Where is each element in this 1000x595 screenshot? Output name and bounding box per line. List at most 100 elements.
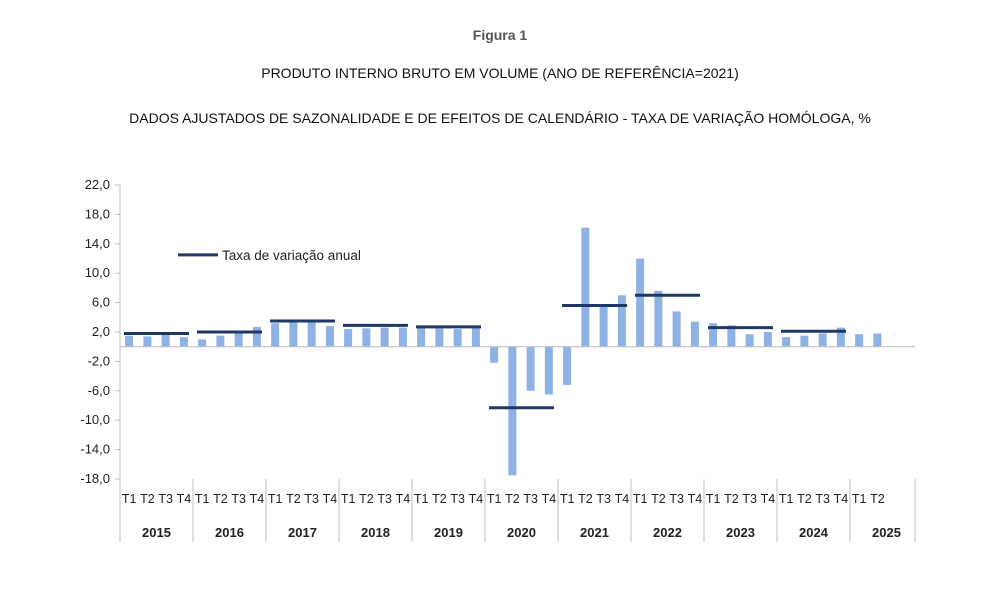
year-label-2024: 2024 bbox=[799, 525, 829, 540]
bar-2022-T4 bbox=[690, 321, 699, 347]
quarter-label-2015-T2: T2 bbox=[140, 492, 155, 506]
quarter-label-2022-T1: T1 bbox=[633, 492, 648, 506]
quarter-label-2016-T3: T3 bbox=[231, 492, 246, 506]
y-tick-label: 18,0 bbox=[85, 206, 110, 221]
quarter-label-2024-T1: T1 bbox=[779, 492, 794, 506]
quarter-label-2023-T1: T1 bbox=[706, 492, 721, 506]
bar-2024-T4 bbox=[836, 327, 845, 347]
quarter-label-2018-T2: T2 bbox=[359, 492, 374, 506]
quarter-label-2025-T1: T1 bbox=[852, 492, 867, 506]
quarter-label-2016-T2: T2 bbox=[213, 492, 228, 506]
chart-subtitle: DADOS AJUSTADOS DE SAZONALIDADE E DE EFE… bbox=[129, 110, 871, 126]
quarter-label-2020-T1: T1 bbox=[487, 492, 502, 506]
quarter-label-2021-T3: T3 bbox=[596, 492, 611, 506]
y-tick-label: 6,0 bbox=[92, 295, 110, 310]
bar-2016-T2 bbox=[216, 335, 225, 347]
bar-2023-T1 bbox=[709, 323, 718, 347]
chart-title: PRODUTO INTERNO BRUTO EM VOLUME (ANO DE … bbox=[261, 65, 739, 81]
year-label-2018: 2018 bbox=[361, 525, 390, 540]
bar-2022-T2 bbox=[654, 290, 663, 347]
quarter-label-2020-T4: T4 bbox=[542, 492, 557, 506]
bar-2016-T3 bbox=[234, 330, 243, 347]
quarter-label-2024-T2: T2 bbox=[797, 492, 812, 506]
quarter-label-2019-T4: T4 bbox=[469, 492, 484, 506]
y-tick-label: -10,0 bbox=[80, 412, 110, 427]
bar-2018-T4 bbox=[398, 327, 407, 347]
quarter-label-2019-T2: T2 bbox=[432, 492, 447, 506]
year-label-2020: 2020 bbox=[507, 525, 536, 540]
year-label-2016: 2016 bbox=[215, 525, 244, 540]
bar-2015-T3 bbox=[161, 334, 170, 347]
bar-2020-T3 bbox=[526, 346, 535, 391]
year-label-2023: 2023 bbox=[726, 525, 755, 540]
year-label-2022: 2022 bbox=[653, 525, 682, 540]
y-tick-label: -2,0 bbox=[88, 353, 110, 368]
bar-2019-T4 bbox=[471, 326, 480, 347]
bar-2018-T1 bbox=[344, 329, 353, 347]
figure-label: Figura 1 bbox=[472, 27, 528, 43]
quarter-label-2016-T1: T1 bbox=[195, 492, 210, 506]
bar-2018-T3 bbox=[380, 327, 389, 347]
bar-2022-T3 bbox=[672, 311, 681, 347]
bar-2023-T3 bbox=[745, 334, 754, 347]
bar-2023-T2 bbox=[727, 325, 736, 347]
bar-2020-T4 bbox=[544, 346, 553, 395]
bar-2015-T4 bbox=[179, 337, 188, 347]
bar-2020-T1 bbox=[490, 346, 499, 363]
bar-2024-T2 bbox=[800, 335, 809, 347]
y-tick-label: 22,0 bbox=[85, 177, 110, 192]
bar-2016-T1 bbox=[198, 339, 207, 347]
quarter-label-2023-T3: T3 bbox=[742, 492, 757, 506]
bar-2017-T4 bbox=[325, 326, 334, 347]
year-label-2025: 2025 bbox=[872, 525, 901, 540]
quarter-label-2022-T4: T4 bbox=[688, 492, 703, 506]
bar-2019-T3 bbox=[453, 329, 462, 347]
quarter-label-2017-T3: T3 bbox=[304, 492, 319, 506]
year-label-2015: 2015 bbox=[142, 525, 171, 540]
bar-2020-T2 bbox=[508, 346, 517, 476]
bar-2015-T2 bbox=[143, 336, 152, 347]
bar-2015-T1 bbox=[125, 335, 134, 347]
bar-2022-T1 bbox=[636, 258, 645, 347]
y-tick-label: 14,0 bbox=[85, 236, 110, 251]
quarter-label-2015-T3: T3 bbox=[158, 492, 173, 506]
quarter-label-2019-T3: T3 bbox=[450, 492, 465, 506]
quarter-label-2022-T3: T3 bbox=[669, 492, 684, 506]
year-label-2021: 2021 bbox=[580, 525, 609, 540]
y-tick-label: -6,0 bbox=[88, 383, 110, 398]
quarter-label-2017-T2: T2 bbox=[286, 492, 301, 506]
quarter-label-2020-T3: T3 bbox=[523, 492, 538, 506]
bar-2017-T3 bbox=[307, 320, 316, 347]
bar-2025-T1 bbox=[855, 334, 864, 347]
bar-2021-T4 bbox=[617, 295, 626, 347]
quarter-label-2015-T4: T4 bbox=[177, 492, 192, 506]
quarter-label-2022-T2: T2 bbox=[651, 492, 666, 506]
bar-2025-T2 bbox=[873, 333, 882, 347]
bar-2024-T3 bbox=[818, 333, 827, 347]
quarter-label-2015-T1: T1 bbox=[122, 492, 137, 506]
bar-2019-T2 bbox=[435, 328, 444, 347]
year-label-2019: 2019 bbox=[434, 525, 463, 540]
bar-2021-T3 bbox=[599, 305, 608, 347]
year-label-2017: 2017 bbox=[288, 525, 317, 540]
quarter-label-2017-T1: T1 bbox=[268, 492, 283, 506]
bar-2021-T1 bbox=[563, 346, 572, 385]
quarter-label-2018-T4: T4 bbox=[396, 492, 411, 506]
bar-2018-T2 bbox=[362, 328, 371, 347]
quarter-label-2021-T4: T4 bbox=[615, 492, 630, 506]
quarter-label-2018-T3: T3 bbox=[377, 492, 392, 506]
y-tick-label: 2,0 bbox=[92, 324, 110, 339]
quarter-label-2016-T4: T4 bbox=[250, 492, 265, 506]
quarter-label-2023-T4: T4 bbox=[761, 492, 776, 506]
quarter-label-2018-T1: T1 bbox=[341, 492, 356, 506]
y-tick-label: -14,0 bbox=[80, 442, 110, 457]
quarter-label-2019-T1: T1 bbox=[414, 492, 429, 506]
bar-2019-T1 bbox=[417, 326, 426, 347]
legend-label: Taxa de variação anual bbox=[222, 248, 361, 263]
quarter-label-2025-T2: T2 bbox=[870, 492, 885, 506]
quarter-label-2024-T4: T4 bbox=[834, 492, 849, 506]
quarter-label-2020-T2: T2 bbox=[505, 492, 520, 506]
y-tick-label: 10,0 bbox=[85, 265, 110, 280]
quarter-label-2021-T1: T1 bbox=[560, 492, 575, 506]
